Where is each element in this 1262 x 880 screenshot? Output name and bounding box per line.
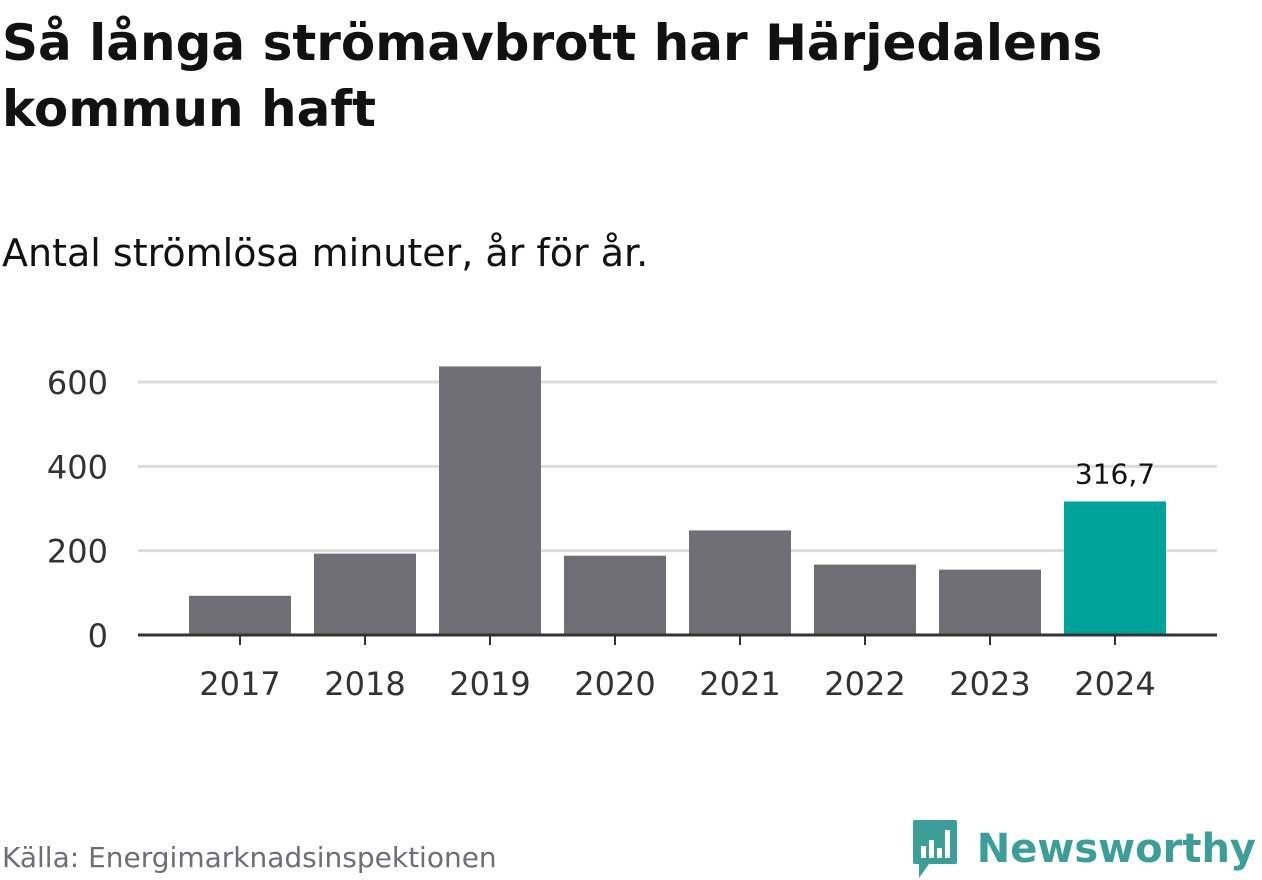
- labels: 0 200 400 600 2017 2018 2019 2020 2021 2022 2023 20…: [47, 364, 1156, 703]
- bar: [689, 530, 791, 635]
- x-tick-label: 2022: [824, 665, 905, 703]
- bar: [189, 595, 291, 635]
- brand-name: Newsworthy: [976, 826, 1256, 872]
- y-tick-label: 600: [47, 364, 108, 402]
- y-tick-label: 200: [47, 533, 108, 571]
- bar: [439, 366, 541, 635]
- data-label: 316,7: [1075, 457, 1155, 490]
- x-tick-label: 2023: [949, 665, 1030, 703]
- x-tick-label: 2019: [449, 665, 530, 703]
- y-tick-label: 0: [88, 617, 108, 655]
- x-tick-label: 2020: [574, 665, 655, 703]
- bars: [189, 366, 1166, 635]
- bar: [939, 569, 1041, 635]
- bar: [1064, 501, 1166, 635]
- brand-logo: Newsworthy: [911, 818, 1256, 880]
- x-tick-label: 2018: [324, 665, 405, 703]
- axes: [138, 633, 1217, 645]
- chart-subtitle: Antal strömlösa minuter, år för år.: [2, 231, 649, 275]
- x-tick-label: 2021: [699, 665, 780, 703]
- x-tick-label: 2017: [199, 665, 280, 703]
- source-note: Källa: Energimarknadsinspektionen: [2, 841, 497, 874]
- y-tick-label: 400: [47, 448, 108, 486]
- bar: [314, 553, 416, 635]
- gridlines: [138, 380, 1217, 553]
- chart-title: Så långa strömavbrott har Härjedalens ko…: [2, 14, 1103, 138]
- newsworthy-logo-icon: [912, 820, 957, 878]
- bar: [564, 555, 666, 635]
- x-tick-label: 2024: [1074, 665, 1155, 703]
- bar: [814, 564, 916, 635]
